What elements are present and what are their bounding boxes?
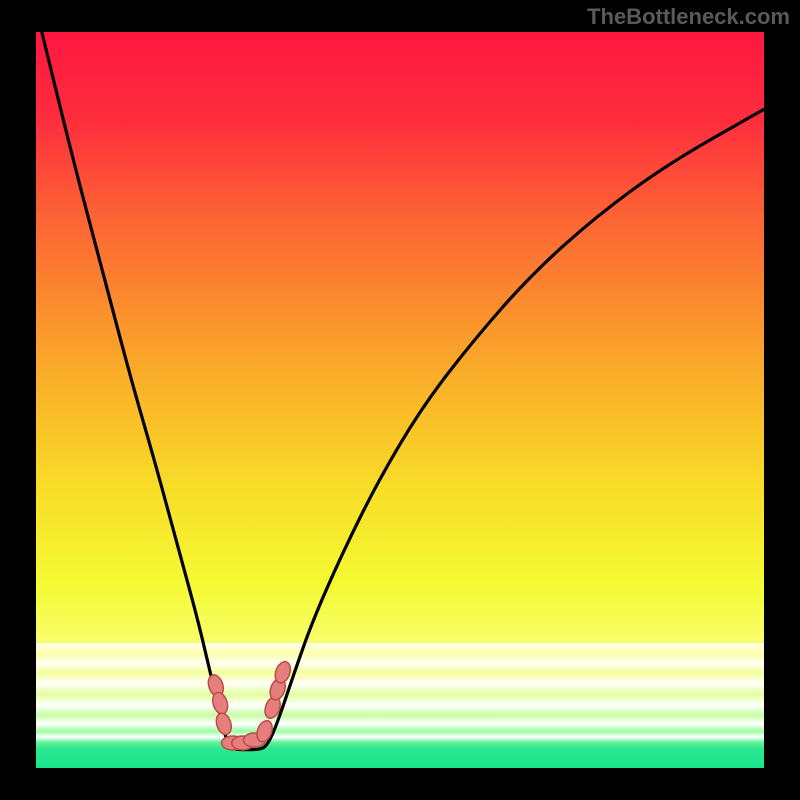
plot-background bbox=[36, 32, 764, 768]
chart-canvas: TheBottleneck.com bbox=[0, 0, 800, 800]
watermark-text: TheBottleneck.com bbox=[587, 4, 790, 30]
bottleneck-chart bbox=[0, 0, 800, 800]
